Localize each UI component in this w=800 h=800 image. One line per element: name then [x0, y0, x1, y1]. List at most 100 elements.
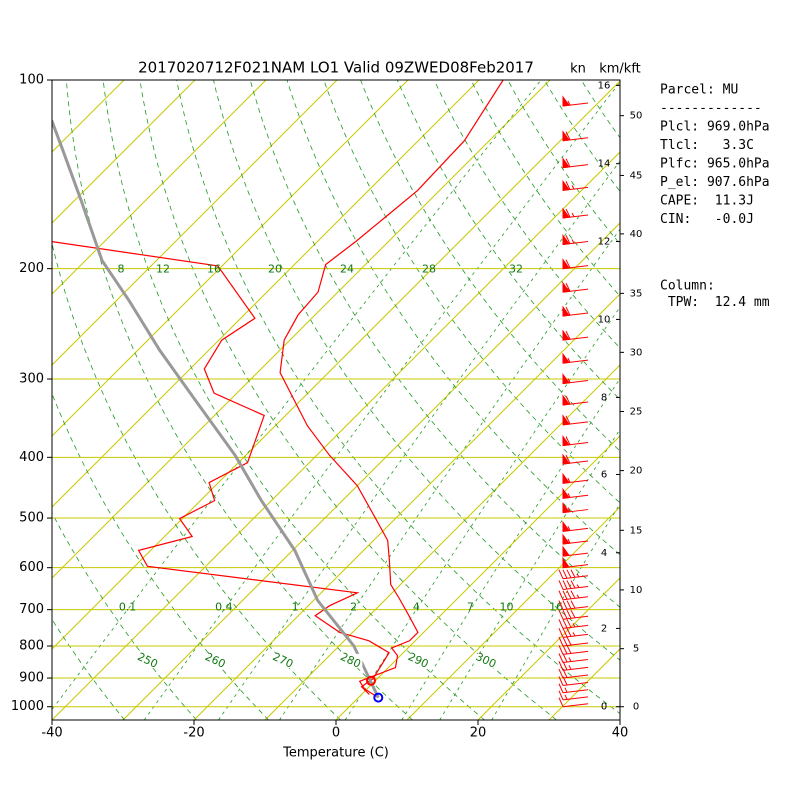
- x-axis-label: Temperature (C): [282, 746, 389, 761]
- parcel-marker: [365, 675, 376, 686]
- isotherm: [52, 80, 409, 437]
- label-bg: [135, 653, 160, 668]
- dry-adiabat: [52, 241, 341, 720]
- barb-full: [562, 661, 568, 671]
- profiles: [52, 80, 504, 703]
- barb-half: [567, 526, 571, 531]
- kft-tick-label: 50: [630, 111, 643, 122]
- barb-pennant: [562, 472, 570, 484]
- panel-line: -------------: [660, 101, 762, 116]
- km-tick-label: 4: [601, 548, 607, 559]
- label-bg: [203, 653, 228, 668]
- parcel-marker: [373, 692, 384, 703]
- barb-half: [571, 185, 575, 190]
- wind-barb: [558, 590, 589, 601]
- isotherm: [264, 364, 620, 720]
- mixing-ratio-label: 10: [500, 601, 514, 614]
- wind-barb: [562, 233, 589, 246]
- chart-title: 2017020712F021NAM LO1 Valid 09ZWED08Feb2…: [138, 59, 534, 77]
- wind-barb: [562, 453, 589, 465]
- height-unit: km/kft: [599, 62, 641, 77]
- wind-barb: [562, 305, 589, 317]
- wind-barb: [558, 668, 589, 679]
- km-tick-label: 6: [601, 469, 607, 480]
- panel-line: CAPE: 11.3J: [660, 194, 754, 209]
- isotherm: [52, 80, 196, 224]
- kft-tick-label: 5: [633, 644, 639, 655]
- barb-full: [565, 259, 571, 269]
- barb-pennant: [562, 502, 570, 514]
- wind-barb: [558, 676, 589, 686]
- barb-staff: [562, 615, 589, 620]
- barb-full: [562, 569, 568, 579]
- barb-half: [576, 594, 580, 599]
- moist-adiabat-label: 8: [118, 263, 125, 276]
- km-tick-label: 8: [601, 392, 607, 403]
- barb-pennant: [562, 281, 570, 293]
- y-tick-label: 100: [19, 73, 44, 88]
- barb-full: [565, 454, 571, 464]
- km-tick-label: 10: [598, 314, 611, 325]
- x-tick-label: 40: [612, 726, 629, 741]
- barb-pennant: [562, 545, 570, 557]
- dry-adiabat: [52, 511, 197, 720]
- barb-staff: [562, 658, 589, 663]
- mixing-ratio-line: [344, 306, 620, 720]
- barb-full: [558, 690, 564, 701]
- barb-full: [562, 676, 568, 686]
- barb-full: [565, 436, 571, 445]
- wind-barb: [558, 690, 589, 701]
- isotherm: [52, 80, 338, 366]
- column-line: Column:: [660, 279, 715, 294]
- wind-barb: [562, 434, 589, 447]
- barb-pennant: [562, 520, 570, 532]
- barb-full: [558, 697, 564, 707]
- label-bg: [338, 653, 363, 668]
- barb-staff: [562, 682, 589, 686]
- dry-adiabat: [544, 80, 620, 192]
- mixing-ratio-label: 0.4: [215, 601, 233, 614]
- barb-full: [566, 645, 572, 654]
- wind-barb: [562, 95, 589, 107]
- moist-adiabat-label: 12: [156, 263, 170, 276]
- dry-adiabat: [213, 80, 620, 661]
- wind-barb: [562, 179, 589, 191]
- mixing-ratio-line: [401, 377, 620, 720]
- barb-full: [570, 600, 576, 609]
- wind-barb: [558, 653, 589, 663]
- wind-barb: [558, 683, 589, 694]
- barb-half: [568, 665, 572, 670]
- mixing-ratio-label: 16: [549, 601, 563, 614]
- barb-pennant: [562, 95, 570, 107]
- barb-pennant: [562, 487, 570, 499]
- barb-full: [566, 580, 572, 589]
- barb-full: [566, 569, 572, 579]
- barb-staff: [562, 585, 589, 590]
- dewpoint-line: [52, 240, 390, 695]
- wind-barb: [562, 281, 589, 293]
- barb-full: [562, 628, 568, 638]
- parcel-line: [52, 119, 380, 699]
- wind-barb: [562, 472, 589, 484]
- barb-pennant: [562, 130, 570, 142]
- barb-full: [566, 619, 572, 628]
- panel-line: P_el: 907.6hPa: [660, 175, 770, 190]
- moist-adiabat-label: 28: [422, 263, 436, 276]
- y-tick-label: 700: [19, 602, 44, 617]
- kft-tick-label: 0: [633, 702, 639, 713]
- column-line: TPW: 12.4 mm: [660, 295, 770, 310]
- wind-barb: [562, 502, 589, 514]
- dry-adiabat: [52, 392, 269, 720]
- barb-half: [564, 694, 568, 700]
- barb-staff: [562, 650, 589, 655]
- dry-adiabat: [102, 80, 485, 720]
- barb-half: [567, 478, 571, 483]
- barb-staff: [562, 624, 589, 629]
- barb-full: [558, 653, 564, 663]
- barb-half: [572, 632, 576, 637]
- barb-full: [562, 668, 568, 678]
- km-tick-label: 12: [598, 236, 611, 247]
- barb-full: [562, 600, 568, 610]
- kft-tick-label: 25: [630, 406, 643, 417]
